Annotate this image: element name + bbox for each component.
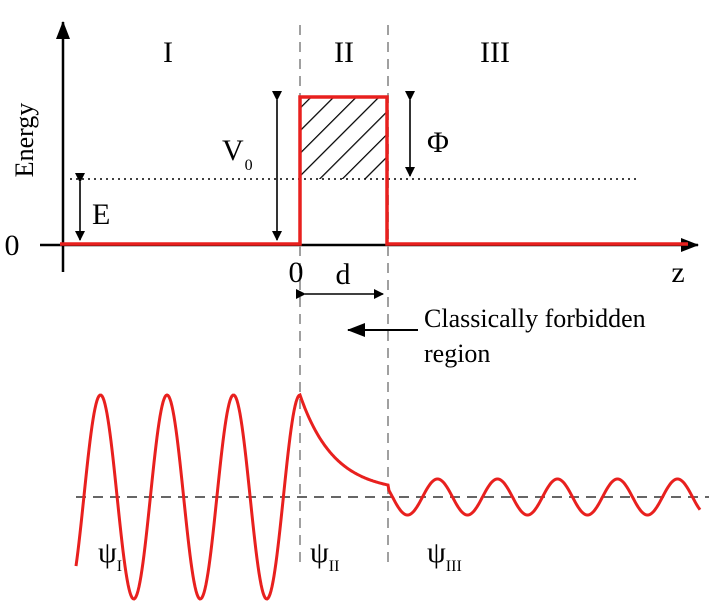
width-label: d [336,258,351,291]
energy-label: E [92,198,110,231]
potential-profile [60,95,688,246]
z-axis-label: z [671,256,684,289]
energy-axis-label: Energy [10,103,39,178]
region-label-1: I [163,36,173,69]
barrier-hatch [301,97,387,179]
zero-energy-label: 0 [5,229,20,262]
zero-z-label: 0 [289,256,304,289]
psi-1-label: ψI [98,536,122,575]
forbidden-label-line2: region [424,339,490,368]
region-label-2: II [334,36,354,69]
region-label-3: III [480,36,510,69]
psi-2-label: ψII [310,536,339,575]
barrier-height-label: V0 [222,134,253,174]
psi-3-label: ψIII [427,536,462,575]
work-function-label: Φ [427,126,449,159]
wavefunction-curve [74,392,702,601]
forbidden-label-line1: Classically forbidden [424,304,646,333]
